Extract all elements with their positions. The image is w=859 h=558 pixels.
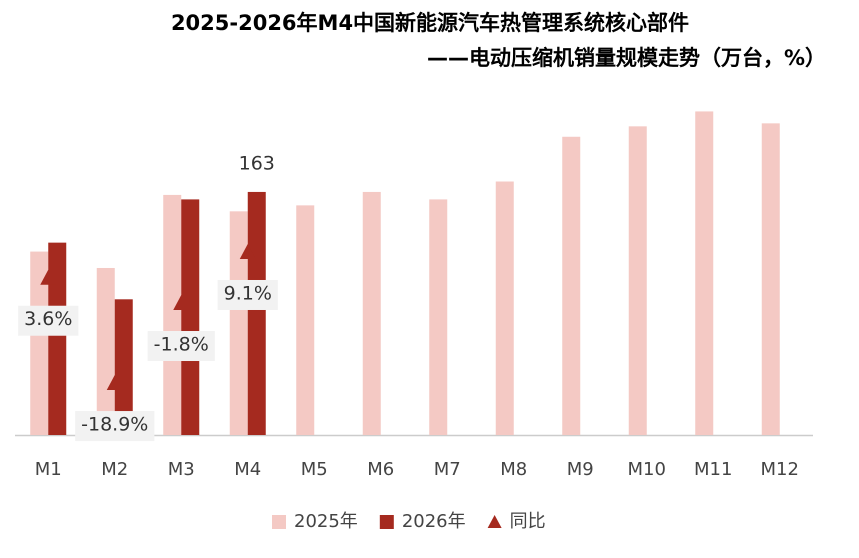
x-tick-label: M10	[628, 459, 666, 480]
bar	[362, 191, 381, 435]
label-box	[217, 279, 278, 310]
bar	[247, 191, 266, 435]
bar	[296, 205, 315, 435]
x-tick-label: M12	[761, 459, 799, 480]
legend-swatch	[379, 515, 394, 529]
bar	[562, 136, 581, 436]
yoy-marker	[106, 375, 123, 391]
bar	[30, 251, 49, 435]
label-box	[18, 305, 79, 336]
bar	[695, 111, 714, 436]
bar	[114, 299, 133, 435]
label-box	[75, 411, 155, 442]
x-tick-label: M2	[101, 459, 128, 480]
bar	[96, 267, 115, 435]
yoy-label: 9.1%	[217, 279, 278, 310]
bar	[48, 242, 67, 435]
yoy-marker	[239, 243, 256, 259]
x-tick-label: M11	[694, 459, 732, 480]
data-label: -18.9%	[81, 414, 148, 436]
chart-title: 2025-2026年M4中国新能源汽车热管理系统核心部件	[171, 11, 689, 35]
x-tick-label: M3	[168, 459, 195, 480]
yoy-label: -1.8%	[147, 331, 215, 362]
x-tick-label: M1	[35, 459, 62, 480]
x-tick-label: M9	[567, 459, 594, 480]
x-tick-label: M6	[367, 459, 394, 480]
legend-label: 2025年	[294, 511, 358, 532]
bar	[163, 194, 182, 435]
x-tick-label: M8	[500, 459, 527, 480]
legend-label: 同比	[510, 511, 546, 532]
x-tick-label: M5	[301, 459, 328, 480]
bar	[628, 126, 647, 436]
legend-marker	[487, 515, 502, 528]
legend-label: 2026年	[402, 511, 466, 532]
data-label: 163	[239, 152, 275, 174]
yoy-label: 3.6%	[18, 305, 79, 336]
x-tick-label: M7	[434, 459, 461, 480]
bar	[761, 123, 780, 436]
bar	[229, 211, 248, 435]
yoy-marker	[173, 295, 190, 311]
x-tick-label: M4	[234, 459, 261, 480]
bar	[181, 199, 200, 435]
yoy-label: -18.9%	[75, 411, 155, 442]
data-label: -1.8%	[154, 334, 209, 356]
yoy-marker	[40, 269, 57, 285]
data-label: 9.1%	[224, 282, 272, 304]
label-box	[147, 331, 215, 362]
data-label: 3.6%	[24, 308, 72, 330]
chart-subtitle: ——电动压缩机销量规模走势（万台，%）	[427, 46, 826, 70]
bar	[495, 181, 514, 435]
bar	[429, 199, 448, 435]
legend-swatch	[272, 515, 286, 529]
